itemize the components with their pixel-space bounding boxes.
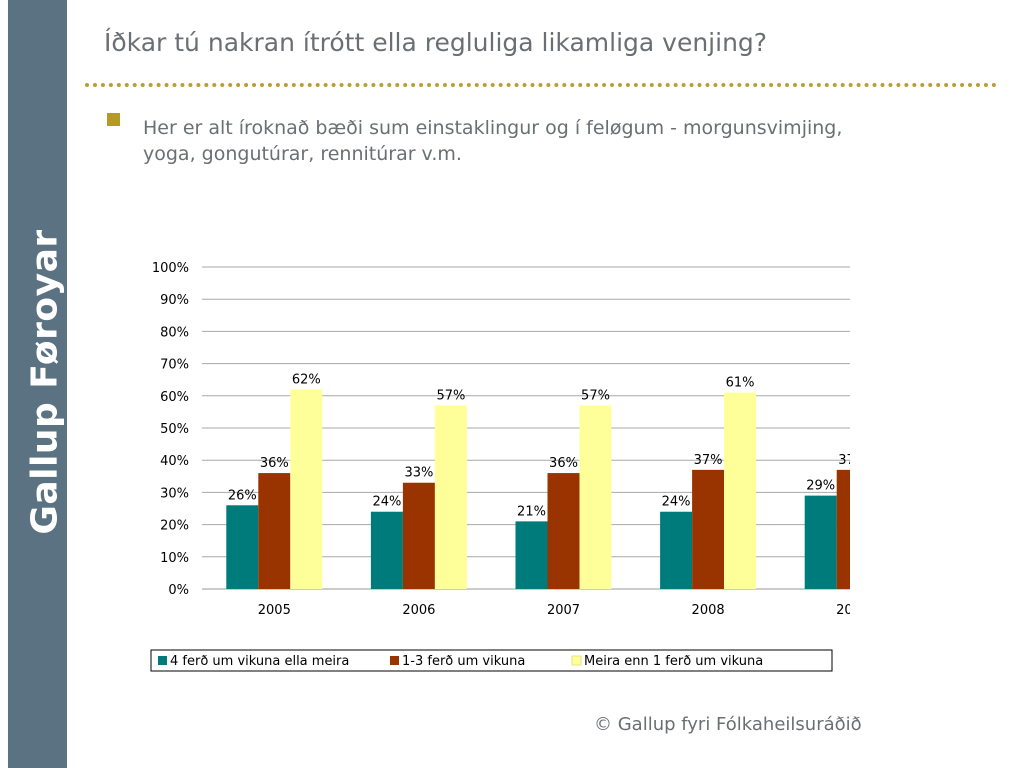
legend-swatch — [158, 656, 167, 665]
data-label: 62% — [292, 372, 321, 387]
bar — [290, 389, 323, 589]
bar — [370, 511, 403, 589]
data-label: 57% — [436, 388, 465, 403]
y-tick-label: 70% — [160, 358, 189, 373]
bullet-square-icon — [107, 113, 120, 126]
legend-label: 1-3 ferð um vikuna — [402, 654, 525, 669]
data-label: 29% — [806, 479, 835, 494]
y-tick-label: 80% — [160, 325, 189, 340]
y-tick-label: 90% — [160, 293, 189, 308]
x-tick-label: 2005 — [258, 603, 291, 618]
bar-chart: 0% 10% 20% 30% 40% 50% 60% 70% 80% 90% 100% 26% 36% 6… — [150, 261, 850, 672]
y-tick-label: 20% — [160, 519, 189, 534]
data-label: 61% — [726, 376, 755, 391]
legend — [150, 649, 833, 672]
data-label: 33% — [404, 466, 433, 481]
y-tick-label: 0% — [168, 583, 189, 598]
data-label: 36% — [260, 456, 289, 471]
y-tick-label: 10% — [160, 551, 189, 566]
data-label: 37% — [694, 453, 723, 468]
slide-title: Íðkar tú nakran ítrótt ella regluliga li… — [104, 28, 768, 57]
data-label: 21% — [517, 504, 546, 519]
y-tick-label: 60% — [160, 390, 189, 405]
bar — [258, 473, 291, 589]
bar — [804, 495, 837, 589]
bar — [836, 469, 850, 589]
bar — [434, 405, 467, 589]
sidebar: Gallup Føroyar — [8, 0, 67, 768]
bullet-text: Her er alt íroknað bæði sum einstaklingu… — [143, 117, 843, 165]
y-tick-label: 100% — [152, 261, 189, 276]
title-divider — [85, 83, 997, 87]
bar — [724, 392, 757, 589]
y-tick-label: 30% — [160, 486, 189, 501]
data-label: 36% — [549, 456, 578, 471]
data-label: 57% — [581, 388, 610, 403]
bar — [579, 405, 612, 589]
bar — [547, 473, 580, 589]
bar — [660, 511, 693, 589]
x-tick-label: 2006 — [402, 603, 435, 618]
x-tick-label: 2008 — [692, 603, 725, 618]
data-label: 26% — [228, 488, 257, 503]
legend-label: 4 ferð um vikuna ella meira — [170, 654, 349, 669]
data-label: 24% — [372, 495, 401, 510]
data-label: 24% — [662, 495, 691, 510]
bar — [515, 521, 548, 589]
legend-swatch — [571, 655, 582, 666]
legend-label: Meira enn 1 ferð um vikuna — [584, 654, 763, 669]
brand-label: Gallup Føroyar — [24, 229, 66, 535]
x-tick-label: 2009 — [836, 603, 850, 618]
bar — [692, 469, 725, 589]
x-tick-label: 2007 — [547, 603, 580, 618]
legend-swatch — [390, 656, 399, 665]
y-tick-label: 50% — [160, 422, 189, 437]
data-label: 37% — [838, 453, 850, 468]
bar — [226, 505, 259, 589]
y-tick-label: 40% — [160, 454, 189, 469]
copyright-note: © Gallup fyri Fólkaheilsuráðið — [594, 714, 862, 735]
bar — [402, 482, 435, 589]
